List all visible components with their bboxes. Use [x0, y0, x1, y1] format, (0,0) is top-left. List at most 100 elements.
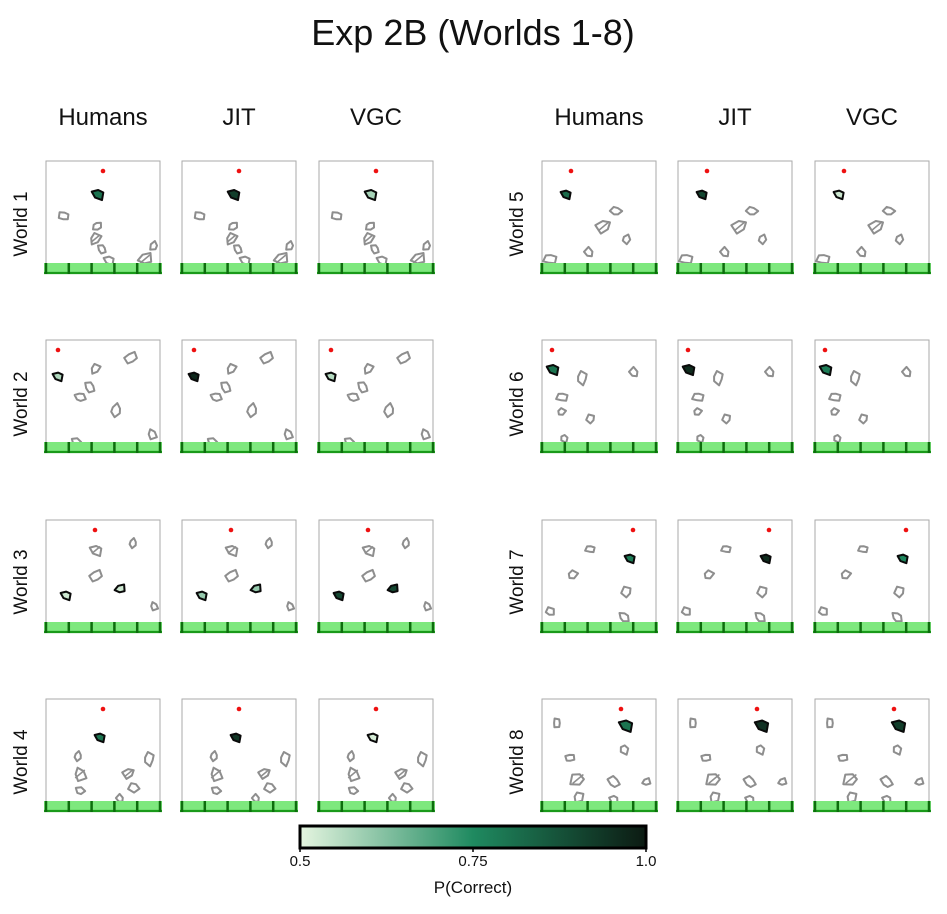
obstacle-shape	[756, 585, 768, 599]
target-shape	[818, 364, 833, 377]
obstacle-shape	[840, 569, 853, 580]
obstacle-shape	[620, 585, 632, 599]
obstacle-shape	[280, 751, 291, 768]
obstacle-shape	[893, 585, 905, 599]
ground-bar	[44, 263, 162, 273]
panel-world-2-jit	[180, 339, 298, 454]
obstacle-edge	[139, 254, 151, 264]
obstacle-shape	[555, 392, 569, 402]
row-label-world-5: World 5	[507, 191, 528, 256]
panel-world-2-vgc	[317, 339, 435, 454]
col-header-jit-right: JIT	[718, 104, 752, 131]
drop-point	[618, 706, 624, 712]
obstacle-shape	[90, 362, 102, 375]
panel-world-5-jit	[676, 160, 794, 275]
obstacle-shape	[361, 568, 376, 583]
obstacle-shape	[564, 753, 576, 762]
drop-point	[236, 168, 242, 174]
ground-bar	[180, 801, 298, 811]
panel-frame	[541, 160, 657, 272]
obstacle-shape	[594, 220, 611, 235]
obstacle-shape	[713, 370, 724, 387]
panel-world-4-vgc	[317, 698, 435, 813]
obstacle-shape	[396, 350, 411, 365]
obstacle-shape	[618, 612, 630, 623]
obstacle-shape	[394, 768, 408, 780]
ground-bar	[180, 263, 298, 273]
panel-frame	[181, 519, 297, 631]
obstacle-shape	[57, 211, 70, 221]
obstacle-edge	[734, 220, 746, 232]
obstacle-edge	[363, 234, 373, 244]
obstacle-shape	[92, 221, 102, 231]
panel-world-3-humans	[44, 519, 162, 634]
drop-point	[365, 527, 371, 533]
ground-bar	[676, 442, 794, 452]
obstacle-shape	[283, 428, 294, 441]
obstacle-shape	[285, 240, 294, 251]
target-shape	[187, 371, 200, 383]
panel-world-8-humans	[540, 698, 658, 813]
obstacle-shape	[879, 775, 894, 788]
target-shape	[617, 719, 634, 733]
drop-point	[191, 347, 197, 353]
obstacle-shape	[754, 612, 766, 623]
obstacle-edge	[708, 773, 720, 785]
obstacle-shape	[286, 601, 296, 612]
target-shape	[226, 189, 241, 202]
obstacle-shape	[577, 370, 588, 387]
panel-world-3-jit	[180, 519, 298, 634]
obstacle-shape	[420, 428, 431, 441]
row-label-world-1: World 1	[11, 191, 32, 256]
target-shape	[93, 732, 106, 744]
ground-bar	[813, 442, 931, 452]
colorbar-tick-0: 0.5	[290, 853, 311, 870]
obstacle-shape	[837, 753, 849, 762]
target-shape	[386, 583, 399, 594]
drop-point	[630, 527, 636, 533]
obstacle-shape	[346, 392, 360, 402]
obstacle-shape	[264, 537, 273, 550]
obstacle-shape	[228, 221, 238, 231]
obstacle-edge	[572, 773, 584, 785]
drop-point	[373, 168, 379, 174]
obstacle-edge	[124, 768, 134, 778]
obstacle-edge	[347, 769, 359, 779]
obstacle-shape	[817, 606, 828, 616]
ground-bar	[813, 801, 931, 811]
obstacle-shape	[193, 211, 206, 221]
panel-frame	[45, 339, 161, 451]
obstacle-shape	[257, 768, 271, 780]
panel-frame	[677, 160, 793, 272]
obstacle-shape	[567, 569, 580, 580]
obstacle-shape	[914, 777, 925, 786]
figure-title: Exp 2B (Worlds 1-8)	[311, 12, 634, 53]
obstacle-shape	[423, 601, 433, 612]
drop-point	[766, 527, 772, 533]
obstacle-shape	[346, 750, 355, 763]
row-label-world-7: World 7	[507, 549, 528, 614]
obstacle-edge	[397, 768, 407, 778]
ground-bar	[676, 622, 794, 632]
colorbar-tick-1: 0.75	[458, 853, 487, 870]
panel-world-3-vgc	[317, 519, 435, 634]
ground-bar	[317, 263, 435, 273]
obstacle-shape	[238, 255, 251, 267]
panel-frame	[677, 698, 793, 810]
drop-point	[100, 706, 106, 712]
drop-point	[841, 168, 847, 174]
obstacle-edge	[260, 768, 270, 778]
target-shape	[59, 590, 72, 602]
ground-bar	[317, 442, 435, 452]
obstacle-shape	[542, 254, 558, 265]
obstacle-shape	[857, 545, 869, 554]
obstacle-edge	[226, 234, 236, 244]
obstacle-shape	[417, 751, 428, 768]
obstacle-shape	[680, 606, 691, 616]
obstacle-shape	[553, 717, 561, 729]
obstacle-shape	[110, 402, 121, 419]
obstacle-shape	[742, 775, 757, 788]
obstacle-shape	[375, 255, 388, 267]
panel-frame	[814, 519, 930, 631]
panel-world-8-vgc	[813, 698, 931, 813]
